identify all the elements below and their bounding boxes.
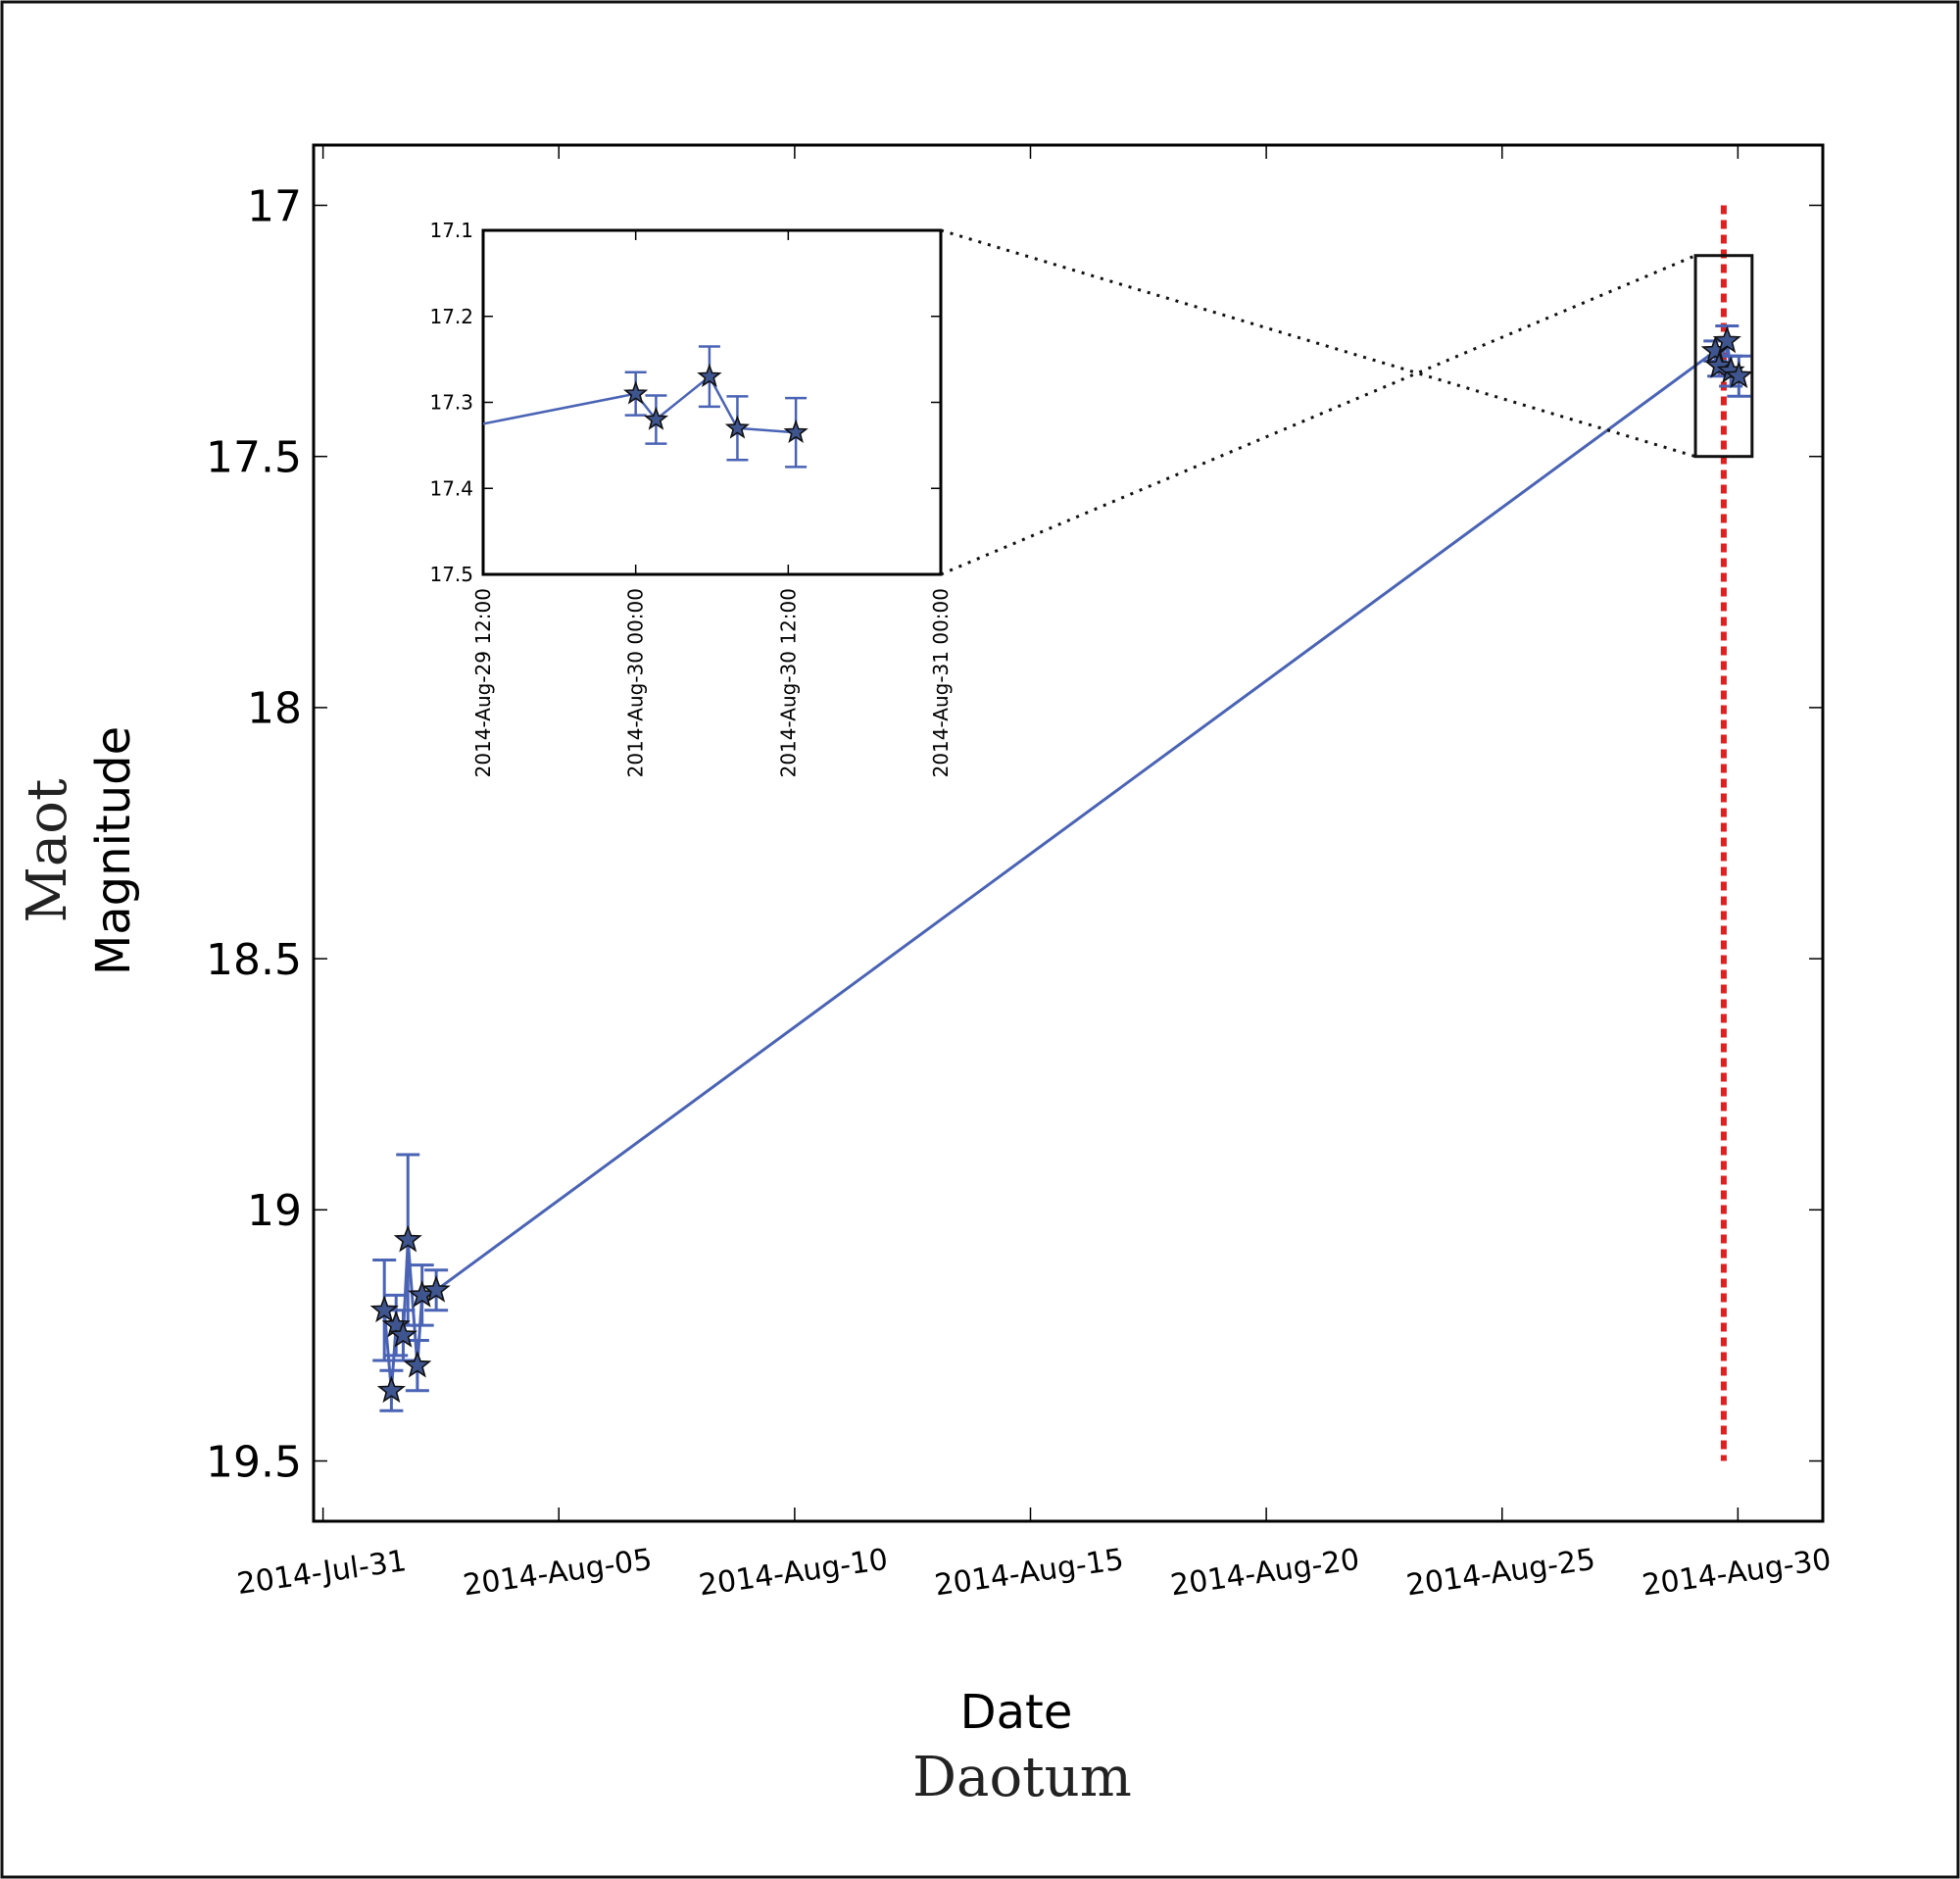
plot-area: [312, 143, 1825, 1523]
y-tick-label: 19: [247, 1186, 302, 1236]
y-tick-label: 17.4: [429, 476, 473, 500]
y-tick-label: 17.5: [206, 433, 302, 483]
y-tick-label: 17.3: [429, 391, 473, 415]
series-line: [483, 374, 797, 434]
data-point-star: [376, 1375, 406, 1404]
y-tick-label: 17.1: [429, 219, 473, 242]
zoom-box: [1693, 254, 1754, 459]
x-tick-label: 2014-Aug-30 12:00: [776, 588, 800, 777]
y-tick-label: 19.5: [206, 1437, 302, 1487]
data-point-star: [724, 415, 751, 439]
x-tick-label: 2014-Aug-30 00:00: [624, 588, 648, 777]
data-point-star: [1724, 361, 1753, 389]
inset-background: [483, 230, 941, 574]
y-axis-label-translation: Maot: [16, 778, 79, 922]
y-tick-label: 17.2: [429, 305, 473, 328]
data-point-star: [1704, 351, 1734, 378]
y-tick-label: 17: [247, 181, 302, 231]
data-point-star: [421, 1275, 451, 1303]
y-tick-label: 18: [247, 684, 302, 734]
data-point-star: [697, 363, 722, 387]
data-point-star: [388, 1320, 417, 1348]
data-point-star: [393, 1224, 422, 1253]
data-point-star: [403, 1350, 432, 1378]
data-point-star: [1712, 325, 1741, 354]
zoom-connectors: [940, 228, 1696, 576]
data-point-star: [643, 406, 669, 430]
x-tick-label: 2014-Aug-31 00:00: [929, 588, 953, 777]
y-tick-label: 18.5: [206, 935, 302, 985]
x-axis-label: Date: [960, 1685, 1073, 1740]
data-point-star: [783, 419, 808, 443]
connector-line-top: [940, 228, 1696, 459]
y-axis-label: Magnitude: [86, 726, 141, 975]
x-tick-label: 2014-Aug-29 12:00: [471, 588, 495, 777]
inset-plot: 2014-Aug-29 12:00 2014-Aug-30 00:00 2014-A…: [429, 219, 953, 777]
y-tick-label: 17.5: [429, 563, 473, 586]
data-point-star: [369, 1295, 399, 1323]
x-axis-label-translation: Daotum: [912, 1746, 1132, 1809]
data-point-star: [623, 380, 649, 405]
